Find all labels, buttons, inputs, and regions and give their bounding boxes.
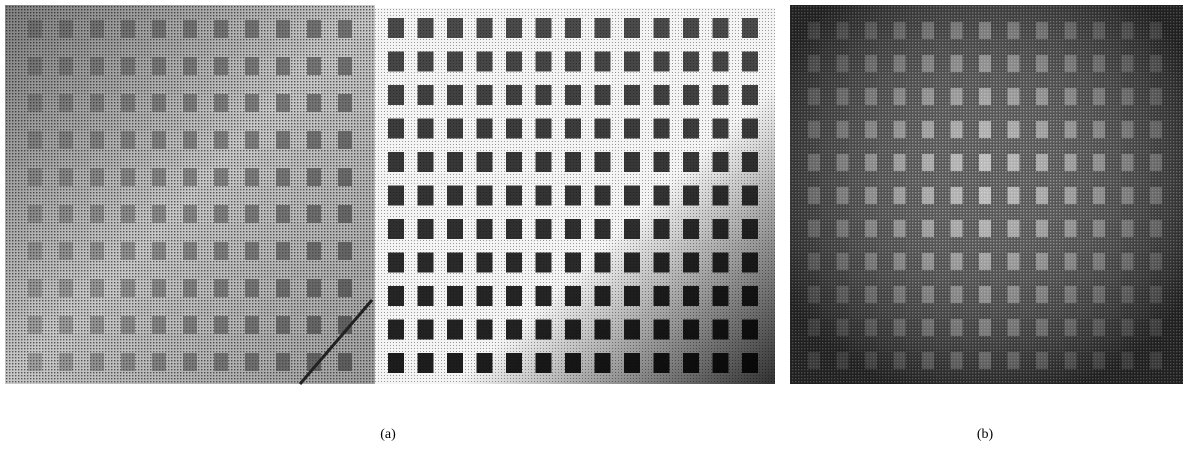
photo-left bbox=[5, 5, 375, 384]
photo-middle bbox=[375, 8, 775, 384]
figure: (a) (b) bbox=[0, 0, 1194, 461]
shading bbox=[5, 5, 375, 384]
shading bbox=[790, 5, 1183, 384]
shading bbox=[375, 8, 775, 384]
caption: (b) bbox=[977, 427, 994, 442]
caption: (a) bbox=[380, 427, 396, 442]
photo-right bbox=[790, 5, 1183, 384]
